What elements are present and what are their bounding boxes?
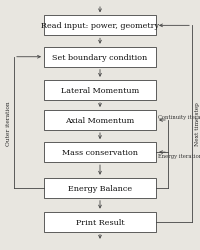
FancyBboxPatch shape [44, 80, 156, 100]
Text: Lateral Momentum: Lateral Momentum [61, 86, 139, 94]
FancyBboxPatch shape [44, 48, 156, 68]
Text: Set boundary condition: Set boundary condition [52, 54, 148, 62]
FancyBboxPatch shape [44, 110, 156, 130]
Text: Continuity iteration: Continuity iteration [158, 114, 200, 119]
FancyBboxPatch shape [44, 142, 156, 163]
Text: Energy iteration: Energy iteration [158, 154, 200, 159]
Text: Read input: power, geometry: Read input: power, geometry [41, 22, 159, 30]
FancyBboxPatch shape [44, 16, 156, 36]
Text: Mass conservation: Mass conservation [62, 148, 138, 156]
FancyBboxPatch shape [44, 212, 156, 232]
Text: Axial Momentum: Axial Momentum [65, 116, 135, 124]
FancyBboxPatch shape [44, 178, 156, 198]
Text: Outer iteration: Outer iteration [6, 100, 11, 145]
Text: Next time step: Next time step [195, 102, 200, 146]
Text: Energy Balance: Energy Balance [68, 184, 132, 192]
Text: Print Result: Print Result [76, 218, 124, 226]
